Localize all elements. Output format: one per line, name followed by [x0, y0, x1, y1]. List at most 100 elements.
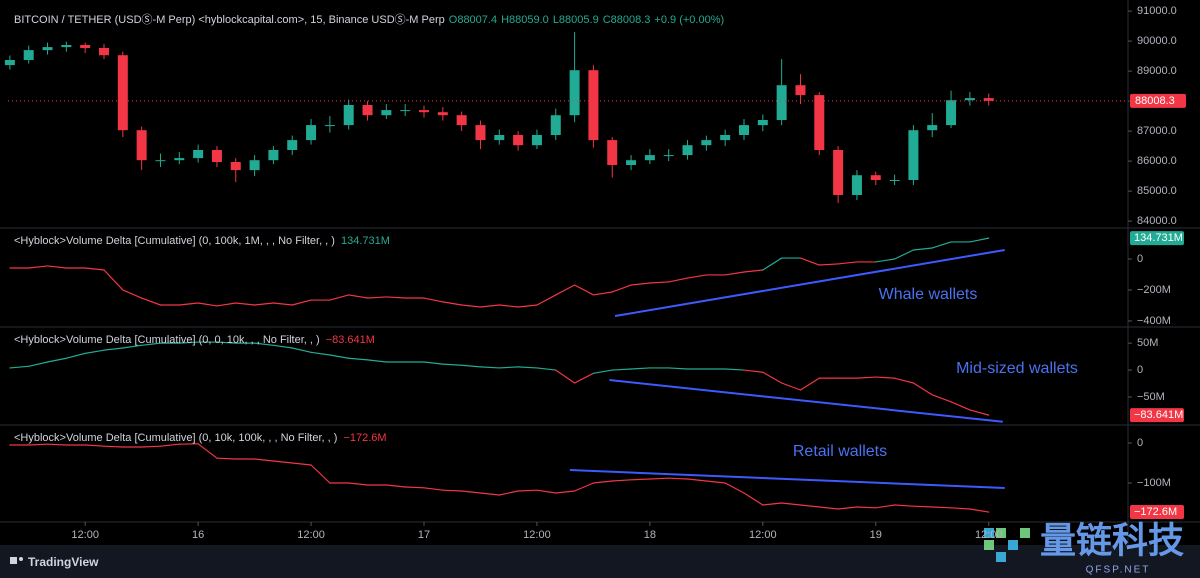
series-segment: [479, 366, 500, 369]
series-segment: [159, 443, 180, 447]
series-segment: [385, 296, 406, 299]
series-segment: [668, 277, 689, 283]
series-segment: [498, 366, 519, 369]
series-segment: [743, 369, 764, 373]
candle-body: [795, 85, 806, 96]
series-segment: [216, 457, 237, 460]
series-segment: [912, 505, 933, 508]
candle-body: [362, 105, 373, 116]
candle-body: [870, 175, 881, 180]
series-segment: [329, 354, 350, 359]
y-tick-label: 85000.0: [1137, 185, 1177, 197]
candle-body: [400, 110, 411, 112]
pane-header: <Hyblock>Volume Delta [Cumulative] (0, 1…: [14, 235, 390, 247]
candle-body: [61, 45, 72, 48]
candle-body: [908, 130, 919, 180]
series-segment: [517, 304, 538, 308]
series-segment: [28, 361, 49, 367]
series-segment: [724, 482, 745, 494]
candle-body: [249, 160, 260, 171]
series-segment: [28, 443, 49, 446]
candle-body: [306, 125, 317, 141]
series-segment: [743, 269, 764, 273]
y-tick-label: 90000.0: [1137, 35, 1177, 47]
candle-body: [851, 175, 862, 195]
series-segment: [893, 377, 915, 384]
series-segment: [536, 294, 557, 306]
candle-body: [4, 60, 15, 66]
change-value: +0.9 (+0.00%): [654, 14, 724, 26]
pane-header: BITCOIN / TETHER (USDⓈ-M Perp) <hyblockc…: [14, 13, 724, 26]
series-segment: [875, 258, 896, 263]
candle-body: [588, 70, 599, 141]
series-segment: [348, 482, 369, 486]
indicator-title: <Hyblock>Volume Delta [Cumulative] (0, 1…: [14, 235, 335, 247]
candle-body: [776, 85, 787, 120]
series-segment: [461, 490, 482, 494]
series-segment: [781, 502, 802, 506]
last-value-label: −172.6M: [1134, 506, 1177, 518]
y-tick-label: 86000.0: [1137, 155, 1177, 167]
candle-body: [513, 135, 524, 146]
candle-body: [889, 180, 900, 181]
indicator-value: 134.731M: [341, 235, 390, 247]
candle-body: [701, 140, 712, 146]
candle-body: [174, 158, 185, 161]
series-segment: [28, 265, 49, 269]
series-segment: [950, 507, 971, 510]
series-segment: [856, 506, 877, 509]
series-segment: [893, 504, 915, 507]
series-segment: [197, 302, 218, 307]
candle-body: [287, 140, 298, 150]
candle-body: [456, 115, 467, 126]
ohlc-value: C88008.3: [603, 14, 651, 26]
trendline: [614, 249, 1005, 317]
series-segment: [423, 361, 444, 365]
series-segment: [799, 257, 820, 266]
series-segment: [668, 477, 689, 480]
series-segment: [442, 363, 463, 366]
series-segment: [84, 444, 105, 447]
x-tick-label: 16: [192, 529, 204, 541]
last-value-box: [1130, 505, 1184, 520]
candle-body: [230, 162, 241, 171]
series-segment: [931, 241, 952, 249]
series-segment: [272, 302, 293, 306]
series-segment: [479, 304, 500, 308]
series-segment: [498, 304, 519, 308]
series-segment: [592, 480, 613, 484]
x-tick-label: 19: [870, 529, 882, 541]
annotation: Retail wallets: [793, 443, 887, 460]
candle-body: [964, 98, 975, 101]
series-segment: [875, 504, 896, 509]
series-segment: [969, 508, 990, 513]
series-segment: [423, 487, 444, 491]
series-segment: [517, 489, 538, 492]
series-segment: [969, 237, 990, 243]
last-value-label: 134.731M: [1134, 232, 1183, 244]
candle-body: [475, 125, 486, 141]
candle-body: [644, 155, 655, 161]
candle-body: [211, 150, 222, 162]
series-segment: [461, 304, 482, 308]
series-segment: [611, 284, 632, 293]
candle-body: [343, 105, 354, 126]
candle-body: [42, 47, 53, 51]
series-segment: [141, 297, 162, 306]
series-segment: [799, 504, 820, 508]
series-segment: [235, 302, 256, 306]
candle-body: [437, 112, 448, 116]
candle-body: [23, 50, 34, 60]
series-segment: [630, 282, 651, 286]
pane: [9, 443, 1005, 513]
x-tick-label: 17: [418, 529, 430, 541]
series-segment: [310, 464, 331, 484]
series-segment: [931, 394, 952, 403]
series-segment: [555, 369, 576, 384]
annotation: Mid-sized wallets: [956, 360, 1078, 377]
watermark-icon: [996, 528, 1006, 538]
series-segment: [969, 409, 990, 416]
series-segment: [329, 294, 350, 301]
candle-body: [419, 110, 429, 113]
